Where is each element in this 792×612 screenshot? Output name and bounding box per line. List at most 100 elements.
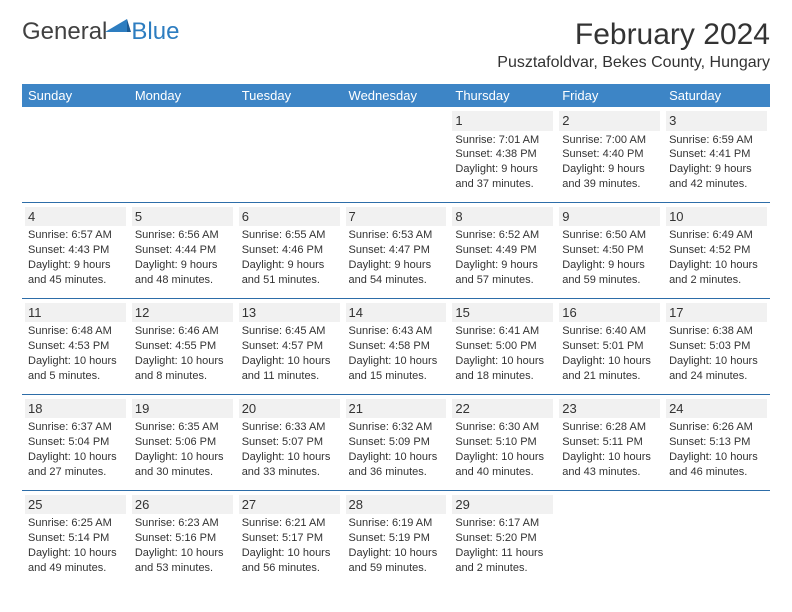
sunset-text: Sunset: 4:38 PM [455, 147, 550, 162]
day-header-saturday: Saturday [663, 84, 770, 107]
calendar-cell: 26Sunrise: 6:23 AMSunset: 5:16 PMDayligh… [129, 490, 236, 585]
daylight-text: Daylight: 9 hours and 37 minutes. [455, 162, 550, 192]
calendar-cell: 15Sunrise: 6:41 AMSunset: 5:00 PMDayligh… [449, 298, 556, 394]
day-number: 25 [25, 495, 126, 515]
sunrise-text: Sunrise: 6:21 AM [242, 516, 337, 531]
sunrise-text: Sunrise: 6:40 AM [562, 324, 657, 339]
day-number: 15 [452, 303, 553, 323]
day-number: 26 [132, 495, 233, 515]
sunset-text: Sunset: 5:16 PM [135, 531, 230, 546]
calendar-cell: 19Sunrise: 6:35 AMSunset: 5:06 PMDayligh… [129, 394, 236, 490]
day-header-tuesday: Tuesday [236, 84, 343, 107]
day-number: 2 [559, 111, 660, 131]
calendar-cell [236, 107, 343, 202]
sunset-text: Sunset: 5:20 PM [455, 531, 550, 546]
day-number: 13 [239, 303, 340, 323]
sunset-text: Sunset: 4:49 PM [455, 243, 550, 258]
calendar-cell [556, 490, 663, 585]
daylight-text: Daylight: 9 hours and 57 minutes. [455, 258, 550, 288]
calendar-cell: 29Sunrise: 6:17 AMSunset: 5:20 PMDayligh… [449, 490, 556, 585]
daylight-text: Daylight: 10 hours and 18 minutes. [455, 354, 550, 384]
daylight-text: Daylight: 10 hours and 33 minutes. [242, 450, 337, 480]
sunset-text: Sunset: 4:41 PM [669, 147, 764, 162]
day-header-sunday: Sunday [22, 84, 129, 107]
calendar-row: 25Sunrise: 6:25 AMSunset: 5:14 PMDayligh… [22, 490, 770, 585]
day-number: 17 [666, 303, 767, 323]
sunset-text: Sunset: 4:50 PM [562, 243, 657, 258]
daylight-text: Daylight: 10 hours and 11 minutes. [242, 354, 337, 384]
daylight-text: Daylight: 10 hours and 27 minutes. [28, 450, 123, 480]
day-number: 8 [452, 207, 553, 227]
sunset-text: Sunset: 5:10 PM [455, 435, 550, 450]
sunset-text: Sunset: 5:06 PM [135, 435, 230, 450]
sunrise-text: Sunrise: 6:55 AM [242, 228, 337, 243]
sunrise-text: Sunrise: 6:26 AM [669, 420, 764, 435]
sunset-text: Sunset: 5:13 PM [669, 435, 764, 450]
daylight-text: Daylight: 10 hours and 59 minutes. [349, 546, 444, 576]
day-number: 24 [666, 399, 767, 419]
daylight-text: Daylight: 9 hours and 51 minutes. [242, 258, 337, 288]
day-header-thursday: Thursday [449, 84, 556, 107]
daylight-text: Daylight: 10 hours and 30 minutes. [135, 450, 230, 480]
sunset-text: Sunset: 4:43 PM [28, 243, 123, 258]
daylight-text: Daylight: 10 hours and 8 minutes. [135, 354, 230, 384]
day-number: 23 [559, 399, 660, 419]
daylight-text: Daylight: 11 hours and 2 minutes. [455, 546, 550, 576]
sunset-text: Sunset: 5:14 PM [28, 531, 123, 546]
day-number: 10 [666, 207, 767, 227]
calendar-cell: 16Sunrise: 6:40 AMSunset: 5:01 PMDayligh… [556, 298, 663, 394]
calendar-cell: 27Sunrise: 6:21 AMSunset: 5:17 PMDayligh… [236, 490, 343, 585]
daylight-text: Daylight: 9 hours and 48 minutes. [135, 258, 230, 288]
sunset-text: Sunset: 5:09 PM [349, 435, 444, 450]
day-number: 22 [452, 399, 553, 419]
day-number: 14 [346, 303, 447, 323]
sunset-text: Sunset: 4:57 PM [242, 339, 337, 354]
sunrise-text: Sunrise: 6:59 AM [669, 133, 764, 148]
calendar-page: General Blue February 2024 Pusztafoldvar… [0, 0, 792, 604]
logo: General Blue [22, 18, 179, 46]
day-number: 19 [132, 399, 233, 419]
sunset-text: Sunset: 5:19 PM [349, 531, 444, 546]
calendar-table: Sunday Monday Tuesday Wednesday Thursday… [22, 84, 770, 586]
daylight-text: Daylight: 10 hours and 40 minutes. [455, 450, 550, 480]
calendar-cell: 10Sunrise: 6:49 AMSunset: 4:52 PMDayligh… [663, 202, 770, 298]
day-number: 11 [25, 303, 126, 323]
day-number: 12 [132, 303, 233, 323]
sunrise-text: Sunrise: 6:56 AM [135, 228, 230, 243]
calendar-cell: 9Sunrise: 6:50 AMSunset: 4:50 PMDaylight… [556, 202, 663, 298]
daylight-text: Daylight: 10 hours and 56 minutes. [242, 546, 337, 576]
day-number: 3 [666, 111, 767, 131]
sunrise-text: Sunrise: 6:41 AM [455, 324, 550, 339]
day-number: 21 [346, 399, 447, 419]
calendar-cell: 4Sunrise: 6:57 AMSunset: 4:43 PMDaylight… [22, 202, 129, 298]
calendar-cell: 5Sunrise: 6:56 AMSunset: 4:44 PMDaylight… [129, 202, 236, 298]
sunrise-text: Sunrise: 6:23 AM [135, 516, 230, 531]
sunrise-text: Sunrise: 6:52 AM [455, 228, 550, 243]
calendar-cell: 13Sunrise: 6:45 AMSunset: 4:57 PMDayligh… [236, 298, 343, 394]
daylight-text: Daylight: 10 hours and 49 minutes. [28, 546, 123, 576]
sunrise-text: Sunrise: 6:28 AM [562, 420, 657, 435]
daylight-text: Daylight: 10 hours and 15 minutes. [349, 354, 444, 384]
sunset-text: Sunset: 5:04 PM [28, 435, 123, 450]
daylight-text: Daylight: 10 hours and 24 minutes. [669, 354, 764, 384]
calendar-cell: 25Sunrise: 6:25 AMSunset: 5:14 PMDayligh… [22, 490, 129, 585]
calendar-cell: 12Sunrise: 6:46 AMSunset: 4:55 PMDayligh… [129, 298, 236, 394]
sunrise-text: Sunrise: 6:57 AM [28, 228, 123, 243]
day-number: 18 [25, 399, 126, 419]
day-header-wednesday: Wednesday [343, 84, 450, 107]
sunset-text: Sunset: 5:11 PM [562, 435, 657, 450]
daylight-text: Daylight: 9 hours and 45 minutes. [28, 258, 123, 288]
sunset-text: Sunset: 4:58 PM [349, 339, 444, 354]
daylight-text: Daylight: 9 hours and 59 minutes. [562, 258, 657, 288]
daylight-text: Daylight: 9 hours and 39 minutes. [562, 162, 657, 192]
sunset-text: Sunset: 5:07 PM [242, 435, 337, 450]
daylight-text: Daylight: 10 hours and 46 minutes. [669, 450, 764, 480]
sunrise-text: Sunrise: 6:30 AM [455, 420, 550, 435]
daylight-text: Daylight: 9 hours and 42 minutes. [669, 162, 764, 192]
calendar-row: 4Sunrise: 6:57 AMSunset: 4:43 PMDaylight… [22, 202, 770, 298]
sunrise-text: Sunrise: 6:35 AM [135, 420, 230, 435]
daylight-text: Daylight: 10 hours and 53 minutes. [135, 546, 230, 576]
day-number: 4 [25, 207, 126, 227]
sunrise-text: Sunrise: 6:49 AM [669, 228, 764, 243]
calendar-cell: 1Sunrise: 7:01 AMSunset: 4:38 PMDaylight… [449, 107, 556, 202]
